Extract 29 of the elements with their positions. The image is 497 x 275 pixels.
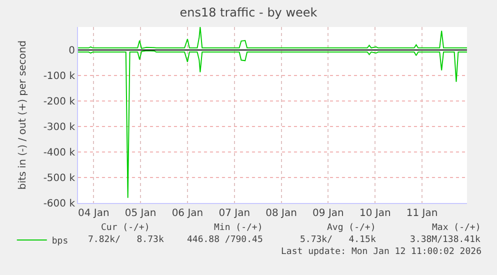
text: Avg (-/+) xyxy=(327,223,376,233)
x-tick-label: 04 Jan xyxy=(78,208,110,219)
x-tick-label: 06 Jan xyxy=(172,208,204,219)
x-tick-label: 05 Jan xyxy=(124,208,156,219)
y-tick-label: -300 k xyxy=(43,122,76,133)
y-tick-label: -200 k xyxy=(43,96,76,108)
line-series xyxy=(78,50,467,198)
text: 5.73k/ 4.15k xyxy=(300,235,376,245)
x-tick-label: 10 Jan xyxy=(359,208,391,219)
x-tick-label: 11 Jan xyxy=(406,208,438,219)
chart-title: ens18 traffic - by week xyxy=(180,6,318,20)
line-series xyxy=(78,27,467,49)
y-tick-label: -400 k xyxy=(43,147,76,158)
text: 3.38M/138.41k xyxy=(410,235,482,245)
x-tick-label: 07 Jan xyxy=(218,208,250,219)
x-tick-label: 09 Jan xyxy=(312,208,344,219)
text: 446.88 /790.45 xyxy=(187,235,263,245)
x-tick-label: 08 Jan xyxy=(266,208,297,219)
text: Last update: Mon Jan 12 11:00:02 2026 xyxy=(281,247,482,257)
text: Cur (-/+) xyxy=(101,223,150,233)
y-tick-label: 0 xyxy=(68,45,75,56)
y-tick-label: -500 k xyxy=(43,172,76,184)
y-tick-label: -100 k xyxy=(43,70,76,82)
y-axis-title: bits in (-) / out (+) per second xyxy=(17,40,28,190)
legend-label: bps xyxy=(52,236,68,246)
text: Min (-/+) xyxy=(214,223,263,233)
text: Max (-/+) xyxy=(432,223,481,233)
text: 7.82k/ 8.73k xyxy=(88,235,164,245)
y-tick-label: -600 k xyxy=(43,198,76,210)
